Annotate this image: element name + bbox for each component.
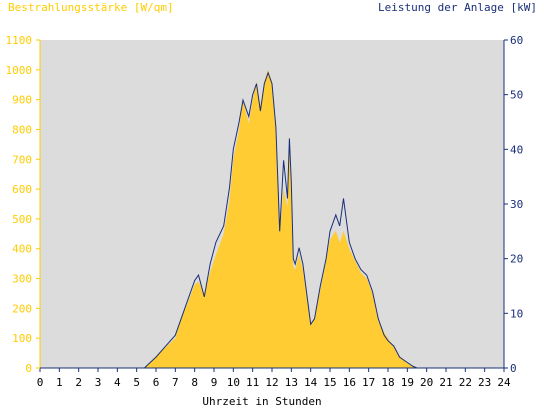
- y-left-tick-label: 200: [12, 302, 32, 315]
- y-right-tick-label: 20: [510, 253, 523, 266]
- x-tick-label: 4: [114, 376, 121, 389]
- y-left-tick-label: 1000: [6, 64, 33, 77]
- y-left-tick-label: 300: [12, 273, 32, 286]
- y-right-tick-label: 60: [510, 34, 523, 47]
- x-axis-label: Uhrzeit in Stunden: [202, 395, 321, 408]
- x-tick-label: 7: [172, 376, 179, 389]
- x-tick-label: 21: [439, 376, 452, 389]
- y-right-tick-label: 0: [510, 362, 517, 375]
- y-left-tick-label: 0: [25, 362, 32, 375]
- y-right-tick-label: 10: [510, 307, 523, 320]
- x-tick-label: 15: [323, 376, 336, 389]
- x-tick-label: 13: [285, 376, 298, 389]
- x-tick-label: 0: [37, 376, 44, 389]
- x-tick-label: 18: [381, 376, 394, 389]
- x-tick-label: 20: [420, 376, 433, 389]
- x-tick-label: 14: [304, 376, 318, 389]
- x-tick-label: 6: [153, 376, 160, 389]
- y-right-tick-label: 50: [510, 89, 523, 102]
- left-axis-title: Bestrahlungsstärke [W/qm]: [8, 1, 174, 14]
- y-left-tick-label: 600: [12, 183, 32, 196]
- x-tick-label: 9: [211, 376, 218, 389]
- x-tick-label: 1: [56, 376, 63, 389]
- x-tick-label: 12: [265, 376, 278, 389]
- irradiance-area: [144, 69, 417, 369]
- x-tick-label: 5: [133, 376, 140, 389]
- y-left-tick-label: 400: [12, 243, 32, 256]
- x-tick-label: 11: [246, 376, 259, 389]
- x-tick-label: 16: [343, 376, 356, 389]
- x-tick-label: 24: [497, 376, 511, 389]
- tick-layer: 0 1 2 3 4 5 6 7 8 9 10 11 12 13 14 15 16 17 18 19 20 21 22 23 24…: [6, 34, 524, 389]
- power-line: [40, 71, 504, 369]
- x-tick-label: 8: [191, 376, 198, 389]
- y-left-tick-label: 500: [12, 213, 32, 226]
- y-right-tick-label: 30: [510, 198, 523, 211]
- y-left-tick-label: 800: [12, 123, 32, 136]
- y-left-tick-label: 100: [12, 332, 32, 345]
- y-right-tick-label: 40: [510, 143, 523, 156]
- x-tick-label: 23: [478, 376, 491, 389]
- y-left-tick-label: 900: [12, 94, 32, 107]
- y-left-tick-label: 700: [12, 153, 32, 166]
- x-tick-label: 3: [95, 376, 102, 389]
- x-tick-label: 19: [401, 376, 414, 389]
- x-tick-label: 17: [362, 376, 375, 389]
- x-tick-label: 2: [75, 376, 82, 389]
- x-tick-label: 10: [227, 376, 240, 389]
- right-axis-title: Leistung der Anlage [kW]: [378, 1, 537, 14]
- y-left-tick-label: 1100: [6, 34, 33, 47]
- series-layer: [40, 69, 504, 369]
- x-tick-label: 22: [459, 376, 472, 389]
